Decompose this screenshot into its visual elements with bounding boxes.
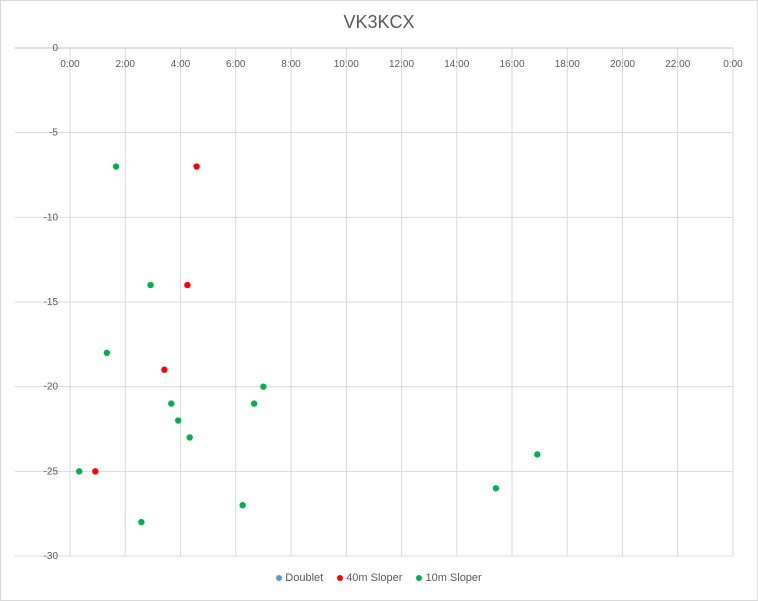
y-tick-label: -5: [49, 128, 58, 139]
data-point: [147, 281, 154, 289]
legend-marker-icon: [276, 575, 283, 581]
x-tick-label: 18:00: [555, 59, 580, 70]
gridlines: [15, 48, 734, 557]
tick-labels: 0 -5 -10 -15 -20 -25 -30 0:00 2:00 4:00 6:00 8:00 10…: [44, 43, 744, 562]
y-tick-label: -15: [44, 297, 59, 308]
data-point: [193, 163, 200, 170]
data-point: [492, 485, 500, 492]
data-point: [168, 400, 175, 407]
data-point: [92, 468, 99, 475]
x-tick-label: 20:00: [610, 59, 635, 70]
data-point: [186, 434, 193, 441]
x-tick-label: 0:00: [723, 59, 743, 70]
data-point: [103, 349, 111, 356]
x-tick-label: 6:00: [226, 59, 246, 70]
y-tick-label: -25: [44, 466, 59, 477]
legend-item: 10m Sloper: [416, 572, 482, 584]
data-point: [184, 281, 191, 289]
chart-title: VK3KCX: [343, 12, 415, 32]
x-tick-label: 14:00: [444, 59, 469, 70]
y-tick-label: -20: [44, 382, 59, 393]
data-points: [76, 163, 541, 526]
data-point: [138, 518, 145, 526]
legend: Doublet 40m Sloper 10m Sloper: [0, 572, 758, 584]
data-point: [250, 400, 258, 407]
x-tick-label: 12:00: [389, 59, 414, 70]
y-tick-label: -10: [44, 212, 59, 223]
y-tick-label: 0: [52, 43, 58, 54]
legend-label: 40m Sloper: [346, 572, 403, 584]
x-tick-label: 4:00: [171, 59, 191, 70]
data-point: [174, 417, 182, 424]
data-point: [239, 502, 246, 509]
data-point: [161, 366, 168, 373]
x-tick-label: 10:00: [334, 59, 359, 70]
x-tick-label: 2:00: [116, 59, 136, 70]
legend-label: Doublet: [285, 572, 324, 584]
data-point: [260, 383, 267, 390]
legend-marker-icon: [337, 575, 344, 581]
x-tick-label: 16:00: [499, 59, 524, 70]
y-tick-label: -30: [44, 551, 59, 562]
legend-label: 10m Sloper: [425, 572, 482, 584]
axes: [15, 47, 733, 557]
x-tick-label: 0:00: [60, 59, 80, 70]
data-point: [112, 163, 120, 170]
legend-marker-icon: [416, 575, 423, 581]
x-tick-label: 22:00: [665, 59, 690, 70]
data-point: [76, 468, 83, 475]
legend-item: 40m Sloper: [337, 572, 402, 584]
x-tick-label: 8:00: [281, 59, 301, 70]
legend-item: Doublet: [276, 572, 323, 584]
data-point: [534, 451, 541, 458]
